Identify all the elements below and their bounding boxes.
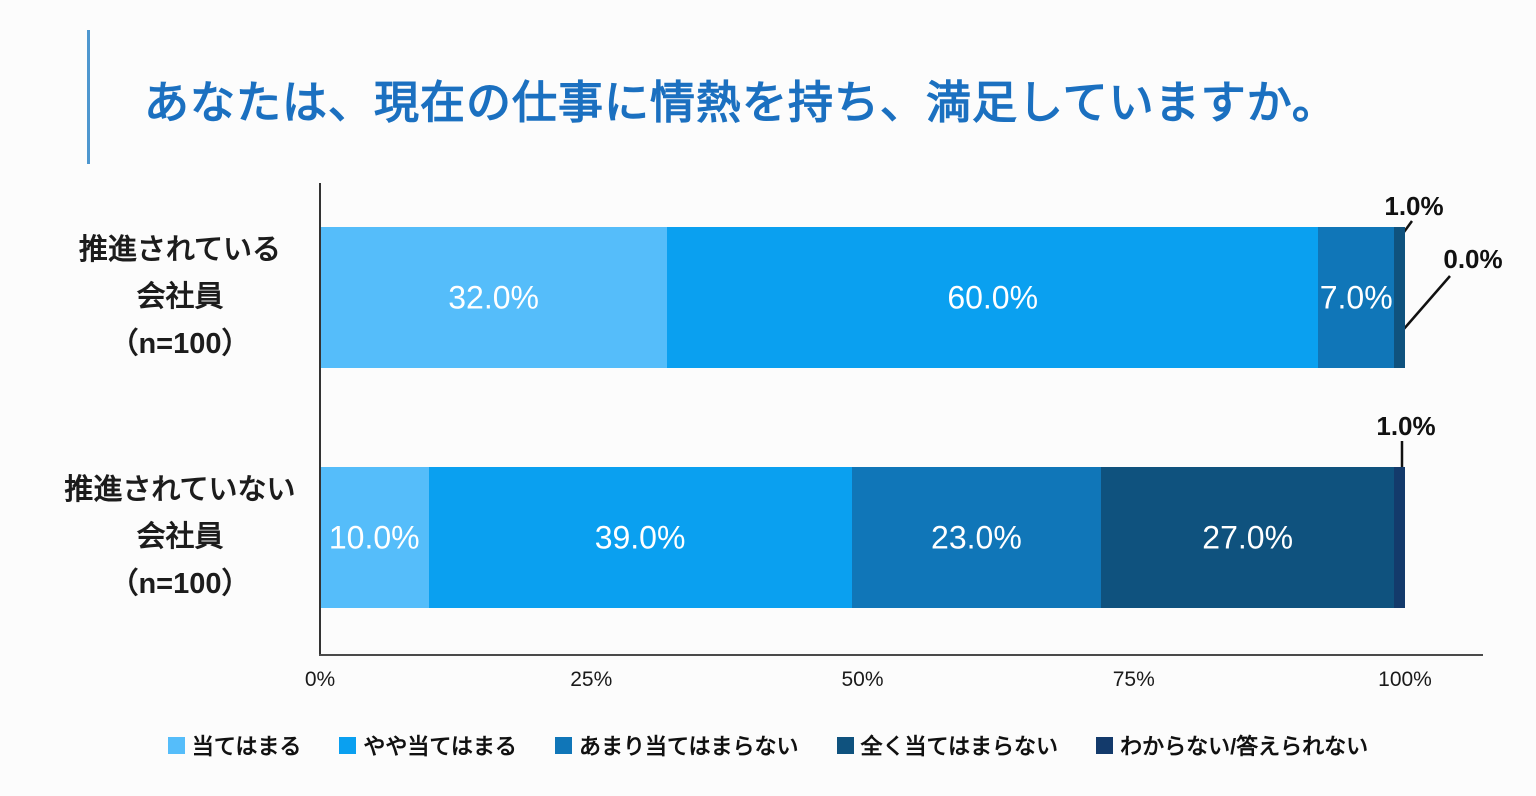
bar-segment — [320, 227, 668, 368]
callout-leader-line — [1402, 275, 1451, 331]
bar-segment — [667, 227, 1319, 368]
legend-swatch-icon — [339, 736, 357, 754]
segment-value-label: 10.0% — [328, 519, 420, 555]
segment-value-label: 32.0% — [448, 279, 539, 315]
x-axis-tick-label: 50% — [841, 668, 884, 691]
y-axis-line — [319, 183, 321, 656]
bar-segment — [320, 467, 429, 608]
legend-swatch-icon — [836, 736, 854, 754]
bar-segment — [1394, 227, 1405, 368]
segment-value-label: 23.0% — [931, 519, 1022, 555]
legend-item: 当てはまる — [167, 729, 302, 761]
legend-item: あまり当てはまらない — [554, 729, 799, 761]
segment-callout-label: 1.0% — [1384, 191, 1444, 221]
legend-label: 当てはまる — [191, 734, 302, 759]
segment-value-label: 7.0% — [1319, 279, 1393, 315]
segment-callout-label: 1.0% — [1376, 411, 1436, 441]
segment-value-label: 60.0% — [947, 279, 1039, 315]
bar-segment — [1394, 467, 1405, 608]
legend-label: 全く当てはまらない — [860, 734, 1059, 759]
x-axis-line — [319, 654, 1483, 656]
legend-swatch-icon — [554, 736, 572, 754]
category-label: 推進されている 会社員 （n=100） — [78, 234, 282, 360]
segment-value-label: 27.0% — [1202, 519, 1294, 555]
category-label: 推進されていない 会社員 （n=100） — [64, 474, 296, 600]
bar-segment — [428, 467, 852, 608]
x-axis-tick-label: 100% — [1378, 668, 1432, 691]
bar-segment — [1101, 467, 1395, 608]
legend-label: わからない/答えられない — [1120, 734, 1369, 759]
legend-label: やや当てはまる — [363, 734, 517, 759]
x-axis-tick-label: 25% — [570, 668, 613, 691]
x-axis-tick-label: 0% — [304, 668, 336, 691]
segment-value-label: 39.0% — [594, 519, 686, 555]
segment-callout-label: 0.0% — [1443, 244, 1503, 274]
x-axis-tick-label: 75% — [1112, 668, 1155, 691]
bar-segment — [1318, 227, 1395, 368]
legend-label: あまり当てはまらない — [578, 734, 799, 759]
legend-swatch-icon — [1096, 736, 1114, 754]
legend-swatch-icon — [167, 736, 185, 754]
legend: 当てはまる やや当てはまる あまり当てはまらない 全く当てはまらない わからない/答えら… — [0, 729, 1536, 761]
chart-title: あなたは、現在の仕事に情熱を持ち、満足していますか。 — [144, 77, 1338, 128]
title-accent-line — [87, 30, 90, 164]
legend-item: わからない/答えられない — [1096, 729, 1368, 761]
bar-segment — [851, 467, 1102, 608]
legend-item: 全く当てはまらない — [836, 729, 1059, 761]
legend-item: やや当てはまる — [339, 729, 517, 761]
